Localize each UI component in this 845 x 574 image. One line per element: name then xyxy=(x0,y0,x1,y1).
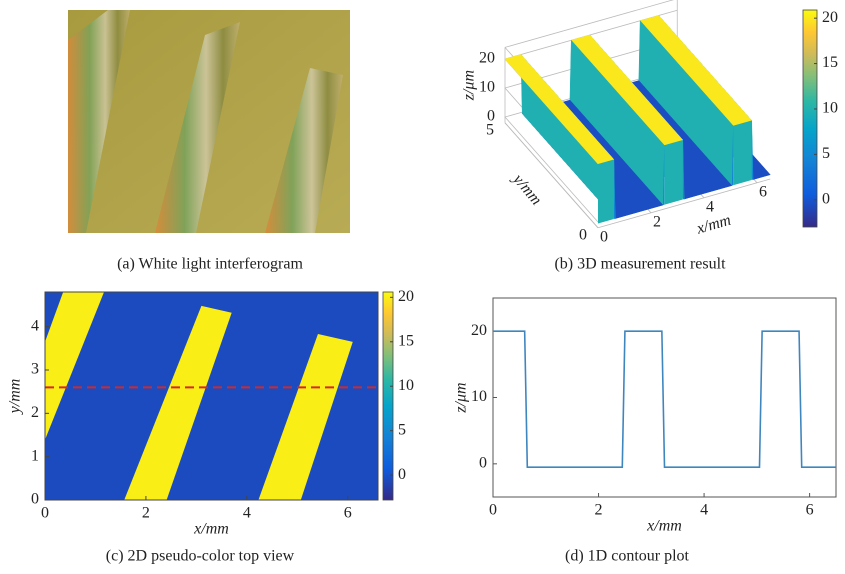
y-tick-label: 2 xyxy=(31,404,39,421)
y-tick-label: 20 xyxy=(471,322,487,339)
y-tick-label: 0 xyxy=(31,491,39,508)
caption: (d) 1D contour plot xyxy=(565,548,690,565)
surface-front xyxy=(664,140,683,205)
y-axis-label: z/μm xyxy=(453,382,470,413)
x-tick-label: 2 xyxy=(142,505,150,522)
colorbar xyxy=(802,9,818,228)
colorbar-tick-label: 20 xyxy=(822,9,838,26)
x-tick-label: 2 xyxy=(653,213,661,230)
caption: (b) 3D measurement result xyxy=(554,256,726,273)
caption: (c) 2D pseudo-color top view xyxy=(106,548,295,565)
x-tick-label: 0 xyxy=(41,505,49,522)
y-tick-label: 0 xyxy=(479,455,487,472)
y-tick-label: 0 xyxy=(579,226,587,243)
z-tick-label: 20 xyxy=(479,50,495,67)
x-axis xyxy=(597,178,771,229)
x-tick-label: 6 xyxy=(759,183,767,200)
profile-line xyxy=(493,330,836,468)
y-tick-label: 5 xyxy=(486,121,494,138)
heatmap-region xyxy=(45,292,105,440)
x-axis-label: x/mm xyxy=(646,518,682,535)
surface-front xyxy=(598,159,614,224)
x-tick-label: 4 xyxy=(243,505,251,522)
colorbar xyxy=(382,291,394,501)
z-axis-label: z/μm xyxy=(461,70,478,101)
x-tick-label: 4 xyxy=(706,198,714,215)
surface-front xyxy=(613,159,616,219)
x-axis-label: x/mm xyxy=(694,212,733,238)
fringe xyxy=(155,22,240,233)
grid-line xyxy=(504,116,599,223)
fringe xyxy=(68,10,130,233)
interferogram xyxy=(68,10,350,233)
x-axis-label: x/mm xyxy=(193,521,229,538)
x-tick-label: 2 xyxy=(595,502,603,519)
y-axis-label: y/mm xyxy=(508,169,545,208)
colorbar-tick-label: 15 xyxy=(398,332,414,349)
colorbar-tick-label: 15 xyxy=(822,54,838,71)
colorbar-tick-label: 10 xyxy=(822,100,838,117)
surface-front xyxy=(662,145,665,206)
x-tick-label: 4 xyxy=(700,502,708,519)
colorbar-tick-label: 5 xyxy=(822,145,830,162)
colorbar-tick-label: 0 xyxy=(398,466,406,483)
x-tick-label: 6 xyxy=(344,505,352,522)
z-tick-label: 10 xyxy=(479,79,495,96)
y-tick-label: 10 xyxy=(471,388,487,405)
z-tick-label: 0 xyxy=(487,108,495,125)
y-tick-label: 1 xyxy=(31,447,39,464)
y-tick-label: 3 xyxy=(31,361,39,378)
x-tick-label: 0 xyxy=(489,502,497,519)
colorbar-tick-label: 10 xyxy=(398,377,414,394)
y-axis-label: y/mm xyxy=(7,379,24,416)
fringe xyxy=(265,68,343,233)
colorbar-tick-label: 5 xyxy=(398,421,406,438)
colorbar-tick-label: 20 xyxy=(398,288,414,305)
x-tick-label: 6 xyxy=(806,502,814,519)
colorbar-tick-label: 0 xyxy=(822,190,830,207)
heatmap-region xyxy=(124,305,232,500)
surface-front xyxy=(751,120,754,180)
surface-front xyxy=(733,120,752,186)
y-axis xyxy=(504,122,599,229)
x-tick-label: 0 xyxy=(600,228,608,245)
y-tick-label: 4 xyxy=(31,317,39,334)
caption: (a) White light interferogram xyxy=(117,256,303,273)
plot-frame xyxy=(44,291,379,501)
surface-front xyxy=(682,140,685,200)
heatmap-region xyxy=(258,334,353,500)
box-edge xyxy=(504,0,674,48)
surface-front xyxy=(731,125,734,186)
